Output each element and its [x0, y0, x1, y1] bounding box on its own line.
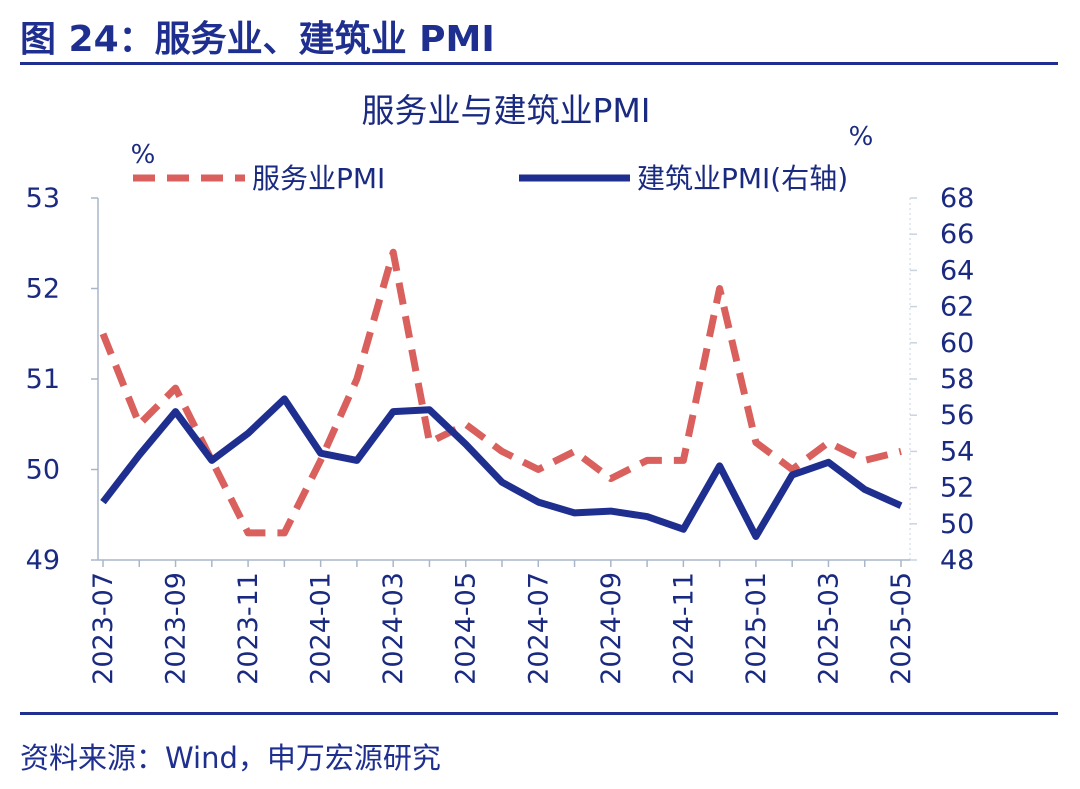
right-tick-label: 54: [940, 436, 974, 467]
legend-construction-label: 建筑业PMI(右轴): [637, 162, 848, 195]
x-tick-label: 2024-01: [306, 572, 337, 685]
x-tick-label: 2025-05: [886, 572, 917, 685]
right-tick-label: 48: [940, 545, 974, 576]
left-tick-label: 53: [26, 183, 60, 214]
left-y-axis-ticks: 49 50 51 52 53: [26, 183, 98, 576]
x-tick-label: 2024-03: [378, 572, 409, 685]
construction-pmi-line: [100, 395, 903, 540]
footer-rule: [20, 712, 1058, 715]
series-lines: [99, 248, 903, 540]
right-tick-label: 68: [940, 183, 974, 214]
legend-services-label: 服务业PMI: [252, 162, 385, 195]
source-note: 资料来源：Wind，申万宏源研究: [20, 741, 441, 775]
left-tick-label: 49: [26, 545, 60, 576]
pmi-chart: 服务业与建筑业PMI % % 服务业PMI 建筑业PMI(右轴) 49 50 51 5…: [26, 91, 975, 685]
legend: 服务业PMI 建筑业PMI(右轴): [133, 162, 848, 195]
x-tick-label: 2025-03: [813, 572, 844, 685]
right-tick-label: 62: [940, 292, 974, 323]
right-tick-label: 58: [940, 364, 974, 395]
left-tick-label: 51: [26, 364, 60, 395]
x-tick-label: 2024-09: [596, 572, 627, 685]
x-tick-label: 2023-07: [88, 572, 119, 685]
right-y-axis-ticks: 48 50 52 54 56 58 60 62 64 66 68: [910, 183, 974, 576]
chart-title: 服务业与建筑业PMI: [361, 91, 650, 130]
left-tick-label: 52: [26, 274, 60, 305]
x-axis-ticks: 2023-07 2023-09 2023-11 2024-01 2024-03 2024-…: [88, 560, 917, 685]
left-axis-unit: %: [131, 140, 156, 170]
x-tick-label: 2025-01: [741, 572, 772, 685]
right-tick-label: 60: [940, 328, 974, 359]
x-tick-label: 2024-05: [451, 572, 482, 685]
x-tick-label: 2024-11: [668, 572, 699, 685]
heading-rule: [20, 62, 1058, 65]
right-tick-label: 64: [940, 255, 974, 286]
left-tick-label: 50: [26, 455, 60, 486]
services-pmi-line: [99, 248, 902, 537]
right-tick-label: 50: [940, 509, 974, 540]
right-tick-label: 56: [940, 400, 974, 431]
right-axis-unit: %: [849, 122, 874, 152]
x-tick-label: 2023-11: [233, 572, 264, 685]
right-tick-label: 66: [940, 219, 974, 250]
x-tick-label: 2023-09: [161, 572, 192, 685]
right-tick-label: 52: [940, 473, 974, 504]
figure-heading: 图 24：服务业、建筑业 PMI: [20, 19, 495, 60]
x-tick-label: 2024-07: [523, 572, 554, 685]
